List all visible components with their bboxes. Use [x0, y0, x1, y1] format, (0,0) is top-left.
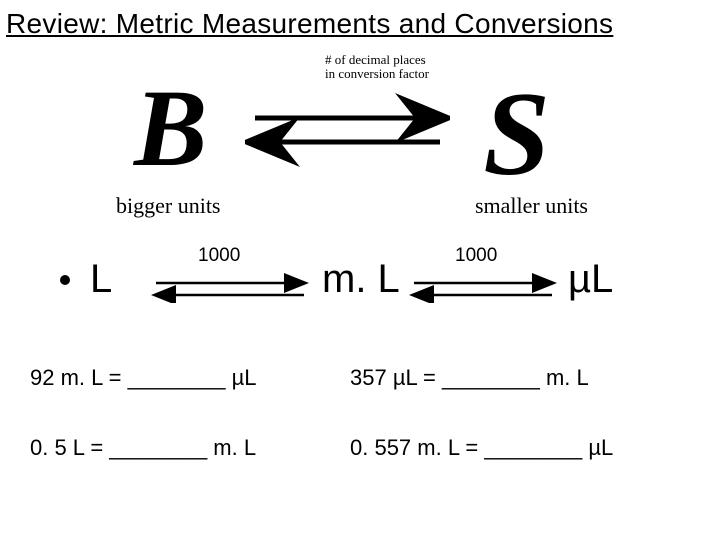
unit-L: L — [90, 257, 112, 302]
problem-row: 92 m. L = ________ µL 357 µL = ________ … — [30, 365, 690, 391]
problem-3: 0. 5 L = ________ m. L — [30, 435, 350, 461]
decimal-note-line1: # of decimal places — [325, 53, 429, 67]
practice-problems: 92 m. L = ________ µL 357 µL = ________ … — [30, 365, 690, 505]
double-arrow-icon — [150, 273, 310, 303]
bigger-smaller-diagram: B S # of decimal places in conversion fa… — [130, 55, 580, 225]
decimal-places-note: # of decimal places in conversion factor — [325, 53, 429, 82]
unit-conversion-row: L 1000 m. L 1000 µL — [60, 265, 660, 325]
double-arrow-icon — [408, 273, 558, 303]
factor-1000-a: 1000 — [198, 245, 240, 267]
equilibrium-arrows-icon — [245, 90, 450, 170]
bigger-units-caption: bigger units — [116, 193, 221, 219]
problem-1: 92 m. L = ________ µL — [30, 365, 350, 391]
factor-1000-b: 1000 — [455, 245, 497, 267]
problem-4: 0. 557 m. L = ________ µL — [350, 435, 690, 461]
letter-small: S — [483, 65, 550, 203]
unit-mL: m. L — [322, 257, 400, 302]
decimal-note-line2: in conversion factor — [325, 67, 429, 81]
bullet-icon — [60, 275, 70, 285]
problem-2: 357 µL = ________ m. L — [350, 365, 690, 391]
smaller-units-caption: smaller units — [475, 193, 588, 219]
slide-title: Review: Metric Measurements and Conversi… — [0, 0, 720, 44]
letter-big: B — [134, 65, 207, 192]
problem-row: 0. 5 L = ________ m. L 0. 557 m. L = ___… — [30, 435, 690, 461]
unit-microL: µL — [568, 257, 613, 302]
